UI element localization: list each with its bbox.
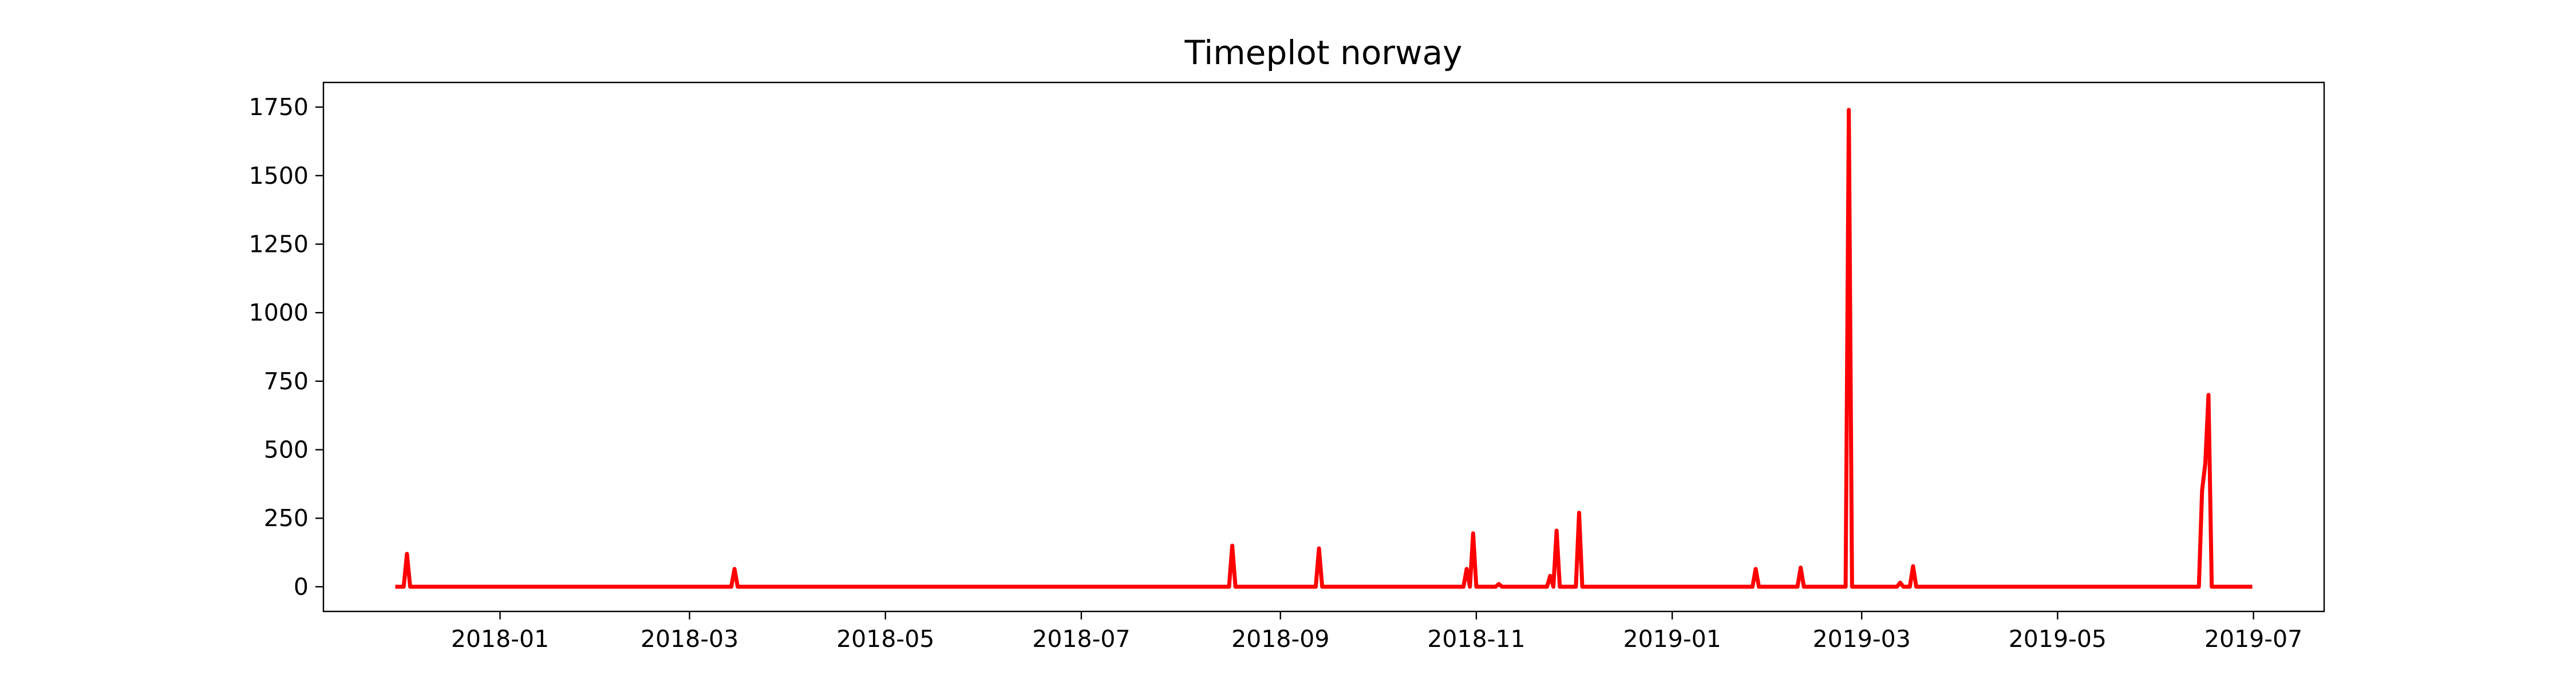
x-tick-label: 2018-07 — [1032, 625, 1130, 653]
y-axis: 0 250 500 750 1000 1250 1500 1750 — [249, 93, 323, 601]
x-tick-label: 2019-05 — [2009, 625, 2107, 653]
x-tick-label: 2019-03 — [1813, 625, 1911, 653]
y-tick-label: 1750 — [249, 93, 309, 121]
y-tick-label: 750 — [264, 368, 309, 395]
y-tick-label: 1000 — [249, 299, 309, 326]
plot-frame — [322, 81, 2325, 613]
y-tick-label: 0 — [294, 573, 309, 601]
x-tick-label: 2018-09 — [1231, 625, 1329, 653]
x-tick-label: 2019-01 — [1623, 625, 1721, 653]
chart-title: Timeplot norway — [1184, 33, 1463, 72]
x-tick-label: 2018-11 — [1427, 625, 1525, 653]
x-tick-label: 2018-05 — [836, 625, 934, 653]
y-tick-label: 1250 — [249, 230, 309, 258]
y-tick-label: 250 — [264, 504, 309, 532]
x-tick-label: 2018-03 — [641, 625, 738, 653]
x-tick-label: 2019-07 — [2204, 625, 2302, 653]
series-line — [395, 108, 2253, 589]
series-layer — [395, 108, 2253, 589]
y-tick-label: 1500 — [249, 162, 309, 189]
y-tick-label: 500 — [264, 436, 309, 464]
x-axis: 2018-01 2018-03 2018-05 2018-07 2018-09 2018-… — [451, 611, 2302, 653]
x-tick-label: 2018-01 — [451, 625, 549, 653]
